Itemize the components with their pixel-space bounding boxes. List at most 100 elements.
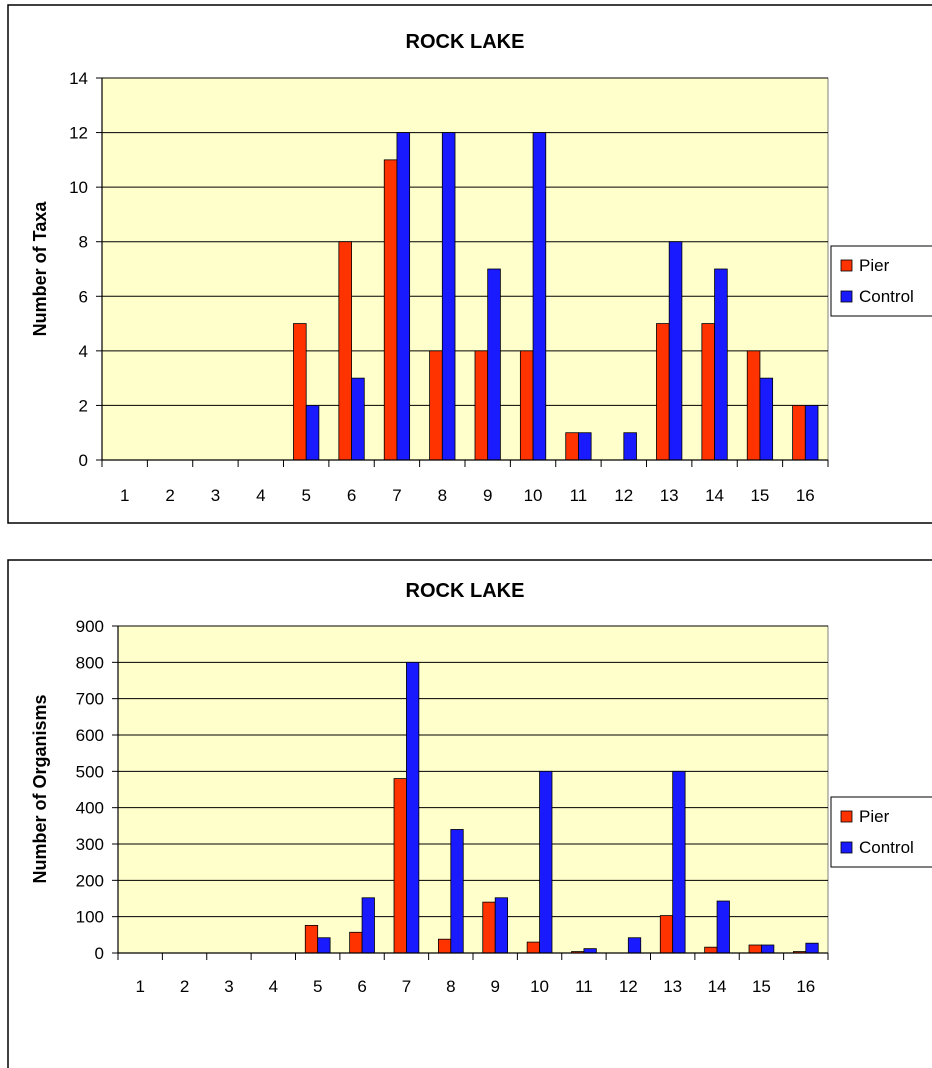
- chart-2-plot-area: [117, 625, 829, 954]
- chart-1-y-tick-label: 6: [79, 287, 88, 306]
- chart-1-bar-pier-9: [474, 350, 489, 461]
- chart-1-legend-label-control: Control: [859, 287, 914, 306]
- chart-1-bar-pier-8: [429, 350, 443, 461]
- chart-2-x-tick-label: 4: [269, 977, 278, 996]
- chart-1-bar-control-9: [487, 268, 501, 461]
- chart-1-x-tick-label: 15: [750, 486, 769, 505]
- chart-2-legend-swatch-pier: [840, 810, 853, 823]
- chart-1-title: ROCK LAKE: [406, 31, 525, 53]
- chart-1-bar-control-7: [396, 132, 411, 461]
- chart-1-bar-pier-10: [519, 350, 534, 461]
- chart-1-x-tick-label: 14: [705, 486, 724, 505]
- chart-2-legend-label-pier: Pier: [859, 807, 890, 826]
- chart-2-bar-pier-9: [482, 901, 496, 954]
- chart-1-y-tick-label: 8: [79, 233, 88, 252]
- chart-2-legend-box: [830, 796, 932, 868]
- chart-2-x-tick-label: 9: [490, 977, 499, 996]
- chart-1-y-axis-label: Number of Taxa: [30, 201, 50, 337]
- chart-1-x-tick-label: 8: [438, 486, 447, 505]
- chart-1-legend: Pier Control: [830, 245, 932, 317]
- chart-2-x-tick-label: 10: [530, 977, 549, 996]
- chart-2-x-tick-label: 14: [708, 977, 727, 996]
- chart-1-bar-pier-13: [656, 323, 670, 461]
- chart-2-x-tick-label: 2: [180, 977, 189, 996]
- chart-2-y-tick-label: 700: [76, 690, 104, 709]
- chart-2-legend: Pier Control: [830, 796, 932, 868]
- chart-2-bar-control-14: [716, 900, 730, 954]
- chart-1-x-tick-label: 16: [796, 486, 815, 505]
- chart-1-bar-pier-5: [293, 323, 307, 461]
- chart-2-x-tick-label: 8: [446, 977, 455, 996]
- chart-2-bar-pier-7: [393, 778, 407, 954]
- chart-1-y-tick-label: 12: [69, 124, 88, 143]
- chart-1-bar-control-6: [351, 377, 365, 461]
- chart-1-x-tick-label: 7: [392, 486, 401, 505]
- chart-1-y-tick-label: 4: [79, 342, 88, 361]
- chart-2-y-axis-label: Number of Organisms: [30, 694, 50, 883]
- chart-1-legend-swatch-pier: [840, 259, 853, 272]
- chart-2-bar-control-13: [672, 770, 686, 954]
- chart-1-x-tick-label: 11: [570, 486, 588, 505]
- chart-1-x-tick-label: 12: [614, 486, 633, 505]
- chart-1-legend-box: [830, 245, 932, 317]
- chart-1-x-tick-label: 9: [483, 486, 492, 505]
- chart-2-bar-control-5: [317, 937, 331, 954]
- chart-2-y-tick-label: 200: [76, 871, 104, 890]
- chart-1-bar-control-5: [305, 405, 320, 461]
- chart-1-bar-pier-7: [383, 159, 398, 461]
- chart-1-y-tick-label: 14: [69, 69, 88, 88]
- chart-1-y-tick-label: 0: [79, 451, 88, 470]
- chart-1-x-tick-label: 2: [165, 486, 174, 505]
- chart-2-x-tick-label: 7: [402, 977, 411, 996]
- chart-1-x-tick-label: 6: [347, 486, 356, 505]
- chart-2-y-tick-label: 100: [76, 908, 104, 927]
- chart-2-bar-pier-8: [437, 938, 452, 954]
- chart-2-bar-control-15: [761, 944, 775, 954]
- chart-1-bar-control-13: [668, 241, 683, 461]
- chart-2-y-tick-label: 900: [76, 617, 104, 636]
- chart-2-y-tick-label: 500: [76, 762, 104, 781]
- chart-2-y-tick-label: 0: [95, 944, 104, 963]
- chart-2-bar-pier-6: [349, 931, 363, 954]
- chart-1-bar-control-10: [532, 132, 547, 461]
- chart-1-bar-pier-11: [565, 432, 579, 461]
- chart-1-x-tick-label: 5: [301, 486, 310, 505]
- chart-2-x-tick-label: 1: [135, 977, 144, 996]
- chart-1-bar-pier-15: [746, 350, 761, 461]
- chart-2-y-tick-label: 600: [76, 726, 104, 745]
- chart-2-y-tick-label: 300: [76, 835, 104, 854]
- chart-1-y-tick-label: 2: [79, 396, 88, 415]
- chart-1-bar-pier-16: [792, 405, 806, 461]
- chart-1-bar-control-14: [714, 268, 728, 461]
- chart-1-bar-pier-14: [701, 323, 715, 461]
- chart-1-bar-control-16: [804, 405, 819, 461]
- chart-1-legend-label-pier: Pier: [859, 256, 890, 275]
- chart-1-x-tick-label: 13: [660, 486, 679, 505]
- chart-2-bar-control-16: [805, 942, 819, 954]
- chart-2-bar-pier-10: [526, 941, 540, 954]
- chart-1-x-tick-label: 10: [524, 486, 543, 505]
- chart-2-x-tick-label: 6: [357, 977, 366, 996]
- chart-2-x-tick-label: 13: [663, 977, 682, 996]
- chart-2-bar-control-12: [627, 937, 642, 954]
- chart-1-y-tick-label: 10: [69, 178, 88, 197]
- chart-2-x-tick-label: 5: [313, 977, 322, 996]
- chart-2-bar-control-7: [406, 661, 420, 954]
- chart-2-bar-control-6: [361, 897, 375, 954]
- chart-2-x-tick-label: 15: [752, 977, 771, 996]
- chart-1-bar-control-11: [578, 432, 592, 461]
- chart-2-bar-pier-13: [659, 915, 674, 954]
- chart-2-bar-control-11: [583, 948, 597, 954]
- chart-2-legend-label-control: Control: [859, 838, 914, 857]
- chart-2-bar-pier-15: [748, 944, 762, 954]
- chart-2-bar-control-9: [494, 897, 509, 954]
- chart-1-bar-control-8: [441, 132, 456, 461]
- chart-1-legend-swatch-control: [840, 290, 853, 303]
- chart-2-title: ROCK LAKE: [406, 580, 525, 602]
- chart-1-x-tick-label: 4: [256, 486, 265, 505]
- chart-2-bar-control-8: [450, 829, 464, 954]
- chart-2-y-tick-label: 800: [76, 653, 104, 672]
- chart-1-bar-control-12: [623, 432, 637, 461]
- chart-1-bar-control-15: [759, 377, 774, 461]
